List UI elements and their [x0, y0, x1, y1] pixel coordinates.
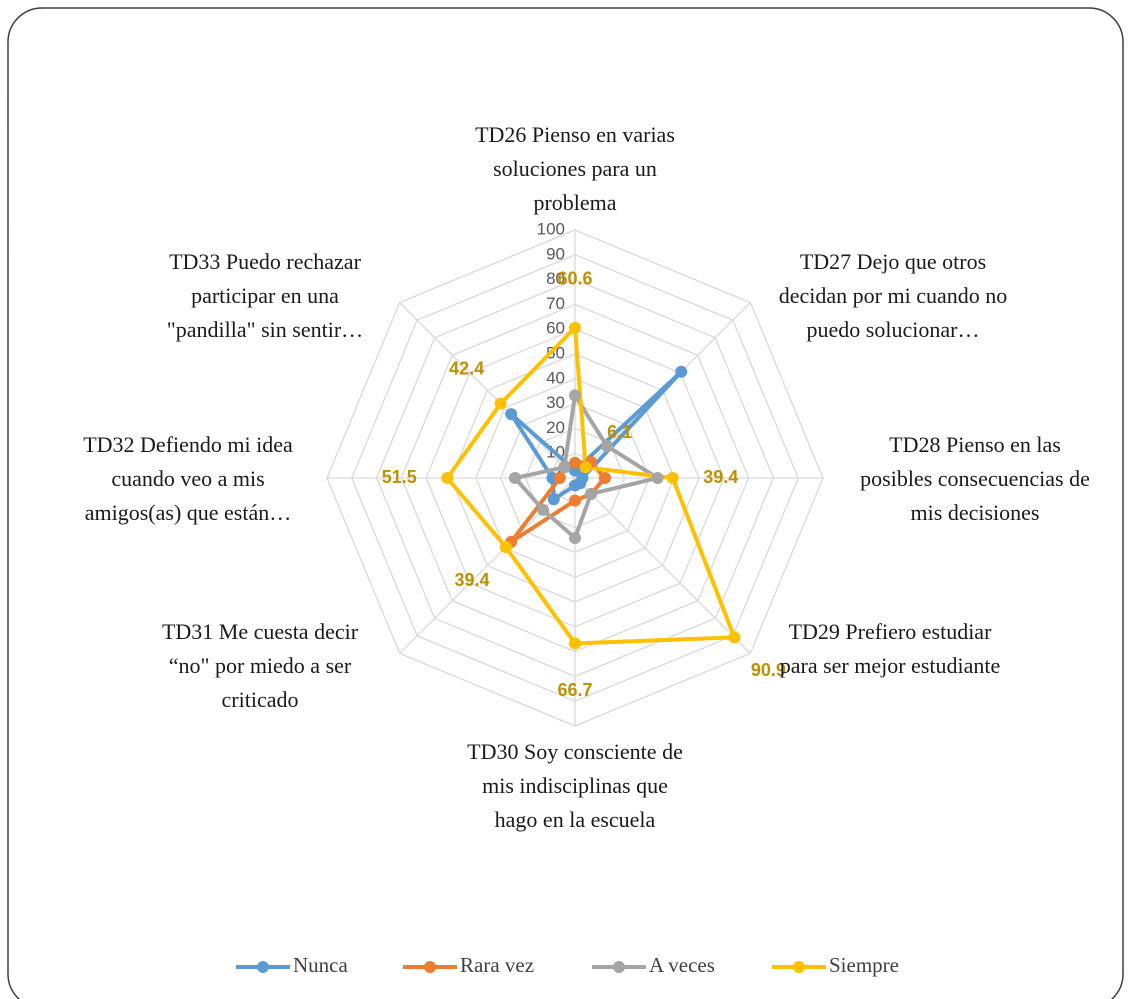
marker	[553, 472, 566, 484]
marker	[666, 472, 679, 484]
marker	[494, 397, 507, 410]
data-label: 60.6	[557, 268, 592, 288]
category-label: TD30 Soy consciente de mis indisciplinas…	[467, 739, 683, 832]
marker	[499, 541, 512, 554]
spoke	[574, 477, 751, 654]
r-tick-label: 50	[546, 343, 565, 362]
marker	[508, 472, 521, 484]
marker	[569, 456, 581, 469]
category-label: TD32 Defiendo mi idea cuando veo a mis a…	[83, 432, 293, 525]
marker	[547, 493, 560, 506]
marker	[579, 461, 592, 474]
legend-label: Rara vez	[460, 953, 534, 977]
data-label: 42.4	[449, 358, 484, 378]
marker	[441, 472, 454, 484]
marker	[651, 472, 664, 484]
marker	[569, 321, 581, 334]
legend-marker	[613, 961, 625, 973]
border	[7, 7, 1124, 999]
data-label: 90.9	[751, 660, 786, 680]
legend-marker	[257, 961, 269, 973]
r-tick-label: 40	[546, 368, 565, 387]
data-label: 51.5	[382, 467, 417, 487]
marker	[505, 408, 518, 421]
marker	[569, 479, 581, 492]
category-label: TD33 Puedo rechazar participar en una "p…	[166, 249, 364, 342]
category-label: TD26 Pienso en varias soluciones para un…	[475, 122, 675, 215]
r-tick-label: 20	[546, 418, 565, 437]
marker	[569, 494, 581, 507]
marker	[569, 637, 581, 650]
data-label: 39.4	[454, 570, 489, 590]
marker	[728, 631, 741, 644]
data-label: 6.1	[607, 422, 632, 442]
marker	[600, 440, 613, 453]
legend-label: Siempre	[829, 953, 899, 977]
legend-label: Nunca	[293, 953, 348, 977]
r-tick-label: 30	[546, 393, 565, 412]
legend-marker	[424, 961, 436, 973]
category-label: TD28 Pienso en las posibles consecuencia…	[860, 432, 1090, 525]
data-label: 66.7	[557, 680, 592, 700]
r-tick-label: 80	[546, 269, 565, 288]
legend-marker	[793, 961, 805, 973]
marker	[599, 472, 612, 484]
category-label: TD29 Prefiero estudiar para ser mejor es…	[779, 619, 1001, 678]
r-tick-label: 70	[546, 294, 565, 313]
r-tick-label: 100	[537, 219, 565, 238]
data-label: 39.4	[703, 467, 738, 487]
marker	[569, 532, 581, 545]
category-label: TD27 Dejo que otros decidan por mi cuand…	[778, 249, 1008, 342]
marker	[675, 365, 688, 378]
spoke	[399, 302, 576, 479]
category-label: TD31 Me cuesta decir “no" por miedo a se…	[161, 619, 359, 712]
marker	[537, 503, 550, 516]
marker	[584, 487, 597, 500]
legend-label: A veces	[649, 953, 715, 977]
marker	[558, 461, 571, 474]
r-tick-label: 60	[546, 319, 565, 338]
r-tick-label: 90	[546, 244, 565, 263]
marker	[569, 389, 581, 402]
